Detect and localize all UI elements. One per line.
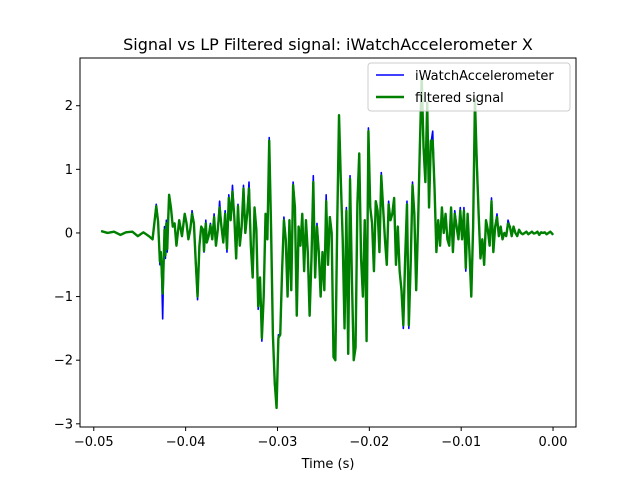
x-tick-label: −0.02 — [349, 435, 389, 450]
y-tick-label: 1 — [65, 163, 73, 178]
x-axis: −0.05 −0.04 −0.03 −0.02 −0.01 0.00 — [74, 427, 568, 450]
y-axis: −3 −2 −1 0 1 2 — [54, 99, 80, 432]
x-tick-label: −0.05 — [74, 435, 114, 450]
series-line-filtered-signal — [100, 75, 555, 410]
x-tick-label: −0.01 — [441, 435, 481, 450]
x-tick-label: 0.00 — [539, 435, 568, 450]
legend-label-iwatchaccelerometer: iWatchAccelerometer — [415, 69, 554, 84]
legend: iWatchAccelerometer filtered signal — [367, 62, 571, 112]
y-tick-label: 2 — [65, 99, 73, 114]
legend-label-filtered-signal: filtered signal — [415, 91, 504, 106]
series-layer — [100, 75, 555, 410]
x-tick-label: −0.04 — [166, 435, 206, 450]
chart-title: Signal vs LP Filtered signal: iWatchAcce… — [123, 35, 533, 54]
x-tick-label: −0.03 — [258, 435, 298, 450]
x-axis-label: Time (s) — [301, 457, 355, 472]
y-tick-label: −3 — [54, 417, 73, 432]
y-tick-label: −2 — [54, 354, 73, 369]
y-tick-label: −1 — [54, 290, 73, 305]
y-tick-label: 0 — [65, 226, 73, 241]
plot-frame — [79, 57, 577, 428]
legend-box — [367, 62, 571, 112]
